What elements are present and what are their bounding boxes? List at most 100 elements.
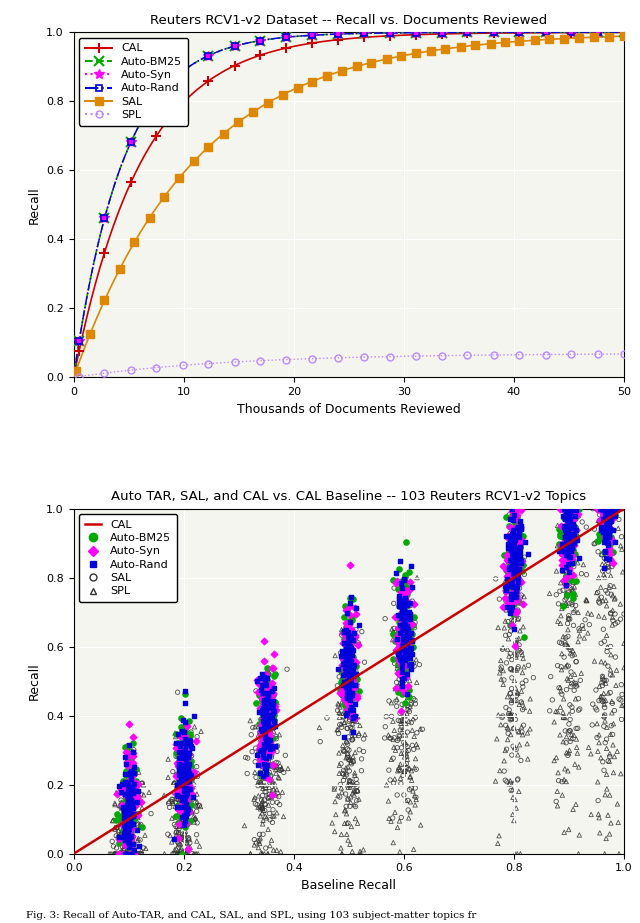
Point — [126, 768, 136, 783]
Point — [409, 659, 419, 674]
Point — [261, 766, 271, 781]
Point — [262, 744, 273, 759]
Point — [179, 714, 189, 729]
Point — [560, 593, 570, 607]
Point — [506, 540, 516, 555]
Point — [411, 792, 421, 807]
Point — [263, 700, 273, 714]
Point — [180, 785, 190, 799]
Point — [356, 624, 367, 639]
Point — [601, 673, 611, 688]
Point — [352, 784, 362, 798]
Point — [120, 818, 131, 833]
Point — [180, 782, 191, 797]
Point — [177, 788, 187, 803]
Point — [338, 625, 348, 640]
Point — [610, 509, 620, 523]
Point — [601, 506, 611, 521]
Point — [340, 634, 350, 649]
Point — [398, 602, 408, 617]
Point — [396, 641, 406, 655]
Point — [170, 809, 180, 824]
Point — [171, 746, 181, 761]
Point — [179, 782, 189, 797]
Point — [394, 625, 404, 640]
Point — [180, 846, 190, 861]
Point — [396, 575, 406, 590]
Point — [395, 609, 405, 624]
Point — [555, 584, 565, 599]
Point — [257, 793, 267, 808]
Point — [566, 544, 576, 558]
Point — [333, 698, 344, 713]
Point — [130, 812, 140, 827]
Point — [557, 524, 567, 539]
Point — [606, 718, 616, 733]
Point — [189, 708, 199, 723]
Point — [351, 784, 362, 798]
Point — [120, 787, 131, 802]
Point — [347, 733, 357, 748]
Point — [336, 716, 346, 731]
Point — [340, 659, 351, 674]
Point — [181, 794, 191, 809]
Point — [350, 657, 360, 672]
Point — [184, 803, 194, 818]
Point — [557, 501, 567, 516]
Point — [611, 663, 621, 677]
Point — [265, 711, 275, 725]
Point — [397, 597, 408, 612]
Point — [186, 781, 196, 796]
Point — [179, 771, 189, 785]
Point — [260, 719, 270, 734]
Point — [509, 574, 520, 589]
Point — [402, 618, 412, 633]
Point — [175, 838, 185, 853]
Point — [510, 524, 520, 539]
Point — [511, 689, 522, 703]
Point — [259, 689, 269, 704]
Point — [330, 781, 340, 796]
Point — [517, 553, 527, 568]
Point — [395, 646, 405, 661]
Point — [174, 756, 184, 771]
Point — [507, 530, 517, 545]
Point — [561, 527, 571, 542]
Point — [353, 635, 364, 650]
Point — [191, 733, 201, 748]
Point — [125, 799, 135, 814]
Point — [187, 805, 197, 820]
Point — [180, 774, 191, 789]
Point — [570, 509, 580, 523]
Point — [180, 846, 190, 861]
Point — [271, 766, 281, 781]
Point — [602, 501, 612, 516]
Point — [260, 716, 270, 731]
Point — [124, 768, 134, 783]
Point — [128, 830, 138, 845]
Point — [346, 629, 356, 644]
Point — [513, 604, 524, 618]
Point — [348, 630, 358, 645]
Point — [125, 794, 136, 809]
Point — [349, 657, 359, 672]
Point — [561, 529, 571, 544]
Point — [399, 571, 409, 586]
Point — [136, 787, 146, 802]
Point — [267, 744, 277, 759]
Point — [511, 590, 521, 605]
Point — [617, 698, 627, 713]
Point — [342, 678, 352, 693]
Point — [337, 785, 347, 799]
Point — [179, 744, 189, 759]
Point — [507, 579, 517, 593]
Point — [353, 638, 363, 653]
Point — [604, 827, 614, 842]
Point — [125, 837, 135, 852]
Point — [180, 783, 190, 797]
Point — [563, 748, 573, 762]
Point — [506, 560, 516, 575]
Point — [604, 501, 614, 516]
Point — [604, 501, 614, 516]
Point — [601, 831, 611, 845]
